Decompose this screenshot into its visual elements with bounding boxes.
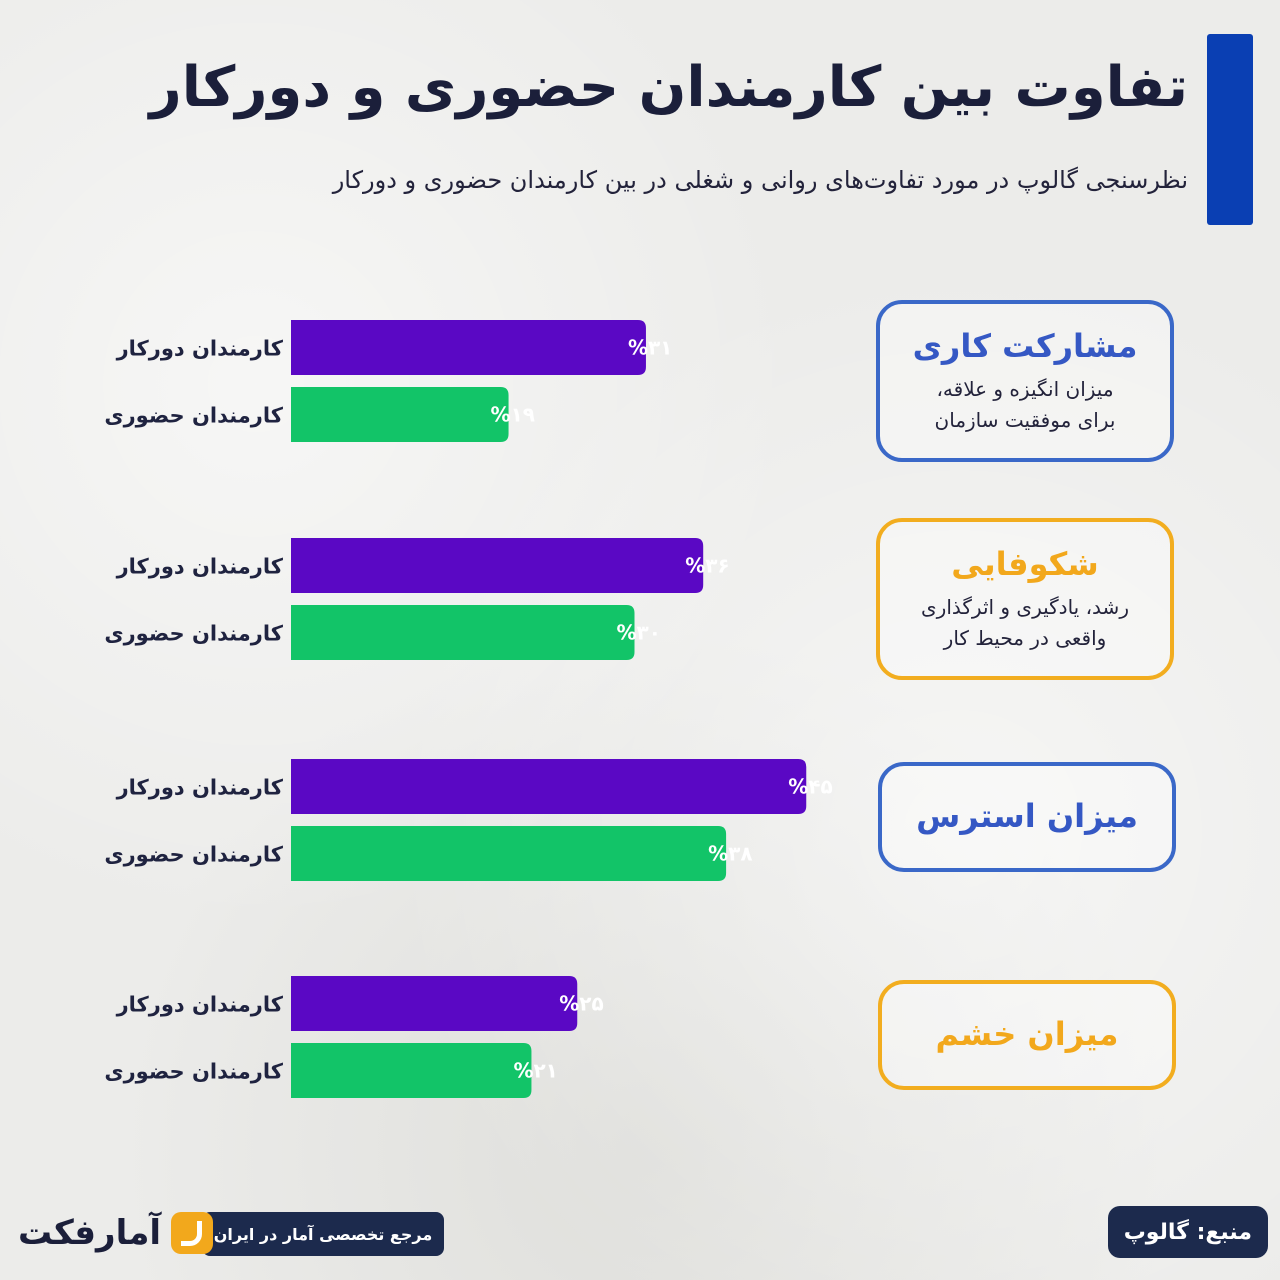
tagline-badge: مرجع تخصصی آمار در ایران <box>202 1212 444 1256</box>
source-badge: منبع: گالوپ <box>1107 1206 1268 1258</box>
page-subtitle: نظرسنجی گالوپ در مورد تفاوت‌های روانی و … <box>332 166 1188 194</box>
bar-value-label: %۳۰ <box>617 621 661 645</box>
category-description-line: میزان انگیزه و علاقه، <box>936 376 1114 401</box>
bar-onsite <box>291 1043 532 1098</box>
brand-logo-text: آمارفکت <box>18 1213 162 1253</box>
category-description: رشد، یادگیری و اثرگذاری واقعی در محیط کا… <box>921 592 1129 654</box>
series-label-remote: کارمندان دورکار <box>116 337 284 361</box>
category-description-line: رشد، یادگیری و اثرگذاری <box>921 594 1129 619</box>
series-label-remote: کارمندان دورکار <box>116 993 284 1017</box>
bar-value-label: %۲۱ <box>513 1059 557 1083</box>
bar-remote <box>291 759 807 814</box>
series-label-remote: کارمندان دورکار <box>116 555 284 579</box>
category-title: میزان خشم <box>935 1015 1119 1054</box>
bar-remote <box>291 538 704 593</box>
category-box-anger: میزان خشم <box>878 980 1176 1090</box>
page-title: تفاوت بین کارمندان حضوری و دورکار <box>149 55 1188 120</box>
bar-value-label: %۱۹ <box>491 403 535 427</box>
series-label-onsite: کارمندان حضوری <box>104 404 283 428</box>
bar-onsite <box>291 605 635 660</box>
category-title: مشارکت کاری <box>912 327 1138 366</box>
category-box-stress: میزان استرس <box>878 762 1176 872</box>
series-label-onsite: کارمندان حضوری <box>104 843 283 867</box>
bar-value-label: %۳۸ <box>708 842 752 866</box>
brand-logo: آمارفکت <box>18 1208 214 1258</box>
category-title: شکوفایی <box>951 545 1099 584</box>
bar-remote <box>291 320 646 375</box>
title-accent-bar <box>1207 34 1253 225</box>
series-label-onsite: کارمندان حضوری <box>104 622 283 646</box>
bar-onsite <box>291 387 509 442</box>
bar-value-label: %۲۵ <box>559 992 603 1016</box>
bar-onsite <box>291 826 727 881</box>
category-box-engagement: مشارکت کاری میزان انگیزه و علاقه، برای م… <box>876 300 1174 462</box>
bar-remote <box>291 976 578 1031</box>
bar-value-label: %۳۶ <box>685 554 729 578</box>
category-box-thriving: شکوفایی رشد، یادگیری و اثرگذاری واقعی در… <box>876 518 1174 680</box>
bar-value-label: %۴۵ <box>788 775 832 799</box>
brand-logo-icon <box>171 1212 214 1254</box>
category-description-line: واقعی در محیط کار <box>943 625 1107 650</box>
series-label-onsite: کارمندان حضوری <box>104 1060 283 1084</box>
series-label-remote: کارمندان دورکار <box>116 776 284 800</box>
category-title: میزان استرس <box>916 797 1138 836</box>
category-description-line: برای موفقیت سازمان <box>934 407 1116 432</box>
bar-value-label: %۳۱ <box>628 336 672 360</box>
category-description: میزان انگیزه و علاقه، برای موفقیت سازمان <box>935 374 1116 436</box>
